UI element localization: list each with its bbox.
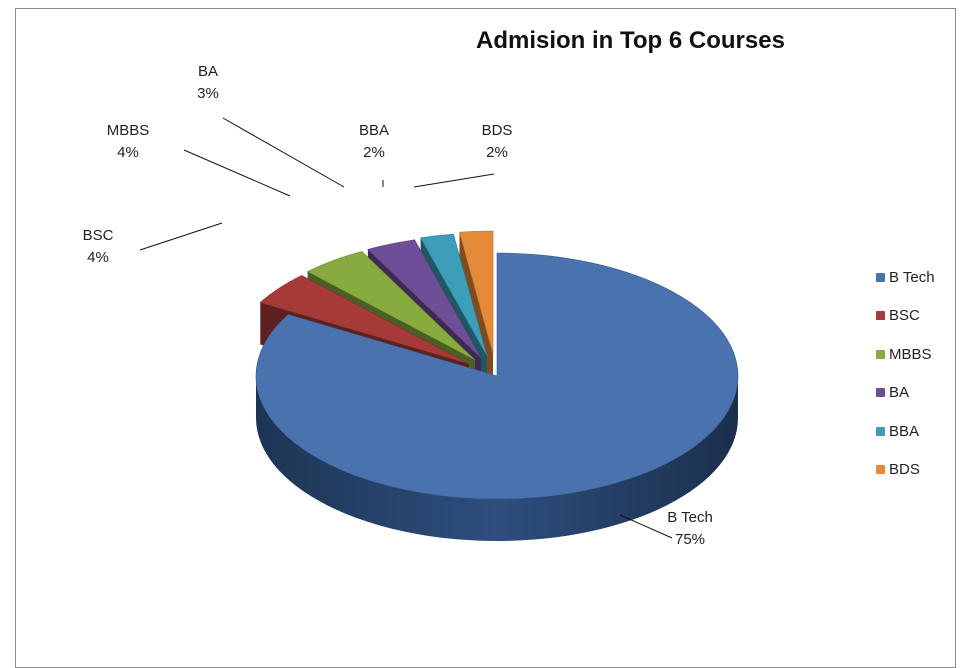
legend-swatch	[876, 311, 885, 321]
legend-item: BSC	[876, 297, 935, 336]
legend-swatch	[876, 272, 885, 282]
legend-label: BSC	[889, 307, 920, 325]
legend-label: MBBS	[889, 345, 932, 363]
slice-mbbs	[306, 251, 476, 361]
leader-line	[183, 149, 291, 197]
legend-swatch	[876, 426, 885, 436]
legend-item: BBA	[876, 412, 935, 451]
data-label-category: MBBS	[107, 122, 150, 139]
leader-line	[139, 222, 223, 251]
data-labels: B Tech 75% BSC 4% MBBS 4% BA 3% BBA 2% BDS 2%	[83, 63, 713, 548]
legend-label: BBA	[889, 422, 920, 440]
slice-bba	[420, 233, 488, 357]
slice-b-tech	[255, 252, 739, 500]
data-label-percent: 4%	[117, 144, 139, 161]
data-label-percent: 3%	[197, 85, 219, 102]
legend: B Tech BSC MBBS BA BBA BDS	[876, 258, 935, 489]
legend-item: BA	[876, 374, 935, 413]
data-label-percent: 75%	[675, 531, 705, 548]
leader-lines	[139, 117, 673, 539]
legend-label: BDS	[889, 461, 920, 479]
legend-label: BA	[889, 384, 910, 402]
data-label-category: BBA	[359, 122, 389, 139]
legend-label: B Tech	[889, 268, 935, 286]
legend-swatch	[876, 349, 885, 359]
slice-bsc	[259, 275, 470, 365]
data-label-category: B Tech	[667, 509, 713, 526]
legend-swatch	[876, 388, 885, 398]
legend-swatch	[876, 465, 885, 475]
data-label-percent: 2%	[363, 144, 385, 161]
legend-item: B Tech	[876, 258, 935, 297]
slice-tops	[255, 230, 739, 500]
leader-line	[222, 117, 345, 188]
data-label-category: BDS	[482, 122, 513, 139]
data-label-percent: 2%	[486, 144, 508, 161]
data-label-category: BSC	[83, 227, 114, 244]
leader-line	[619, 514, 673, 539]
slice-rim	[256, 376, 738, 541]
slice-ba	[367, 239, 482, 359]
chart-title: Admision in Top 6 Courses	[476, 27, 785, 54]
slice-bds	[459, 230, 494, 355]
legend-item: BDS	[876, 451, 935, 490]
leader-line	[413, 173, 495, 188]
data-label-category: BA	[198, 63, 218, 80]
data-label-percent: 4%	[87, 249, 109, 266]
legend-item: MBBS	[876, 335, 935, 374]
